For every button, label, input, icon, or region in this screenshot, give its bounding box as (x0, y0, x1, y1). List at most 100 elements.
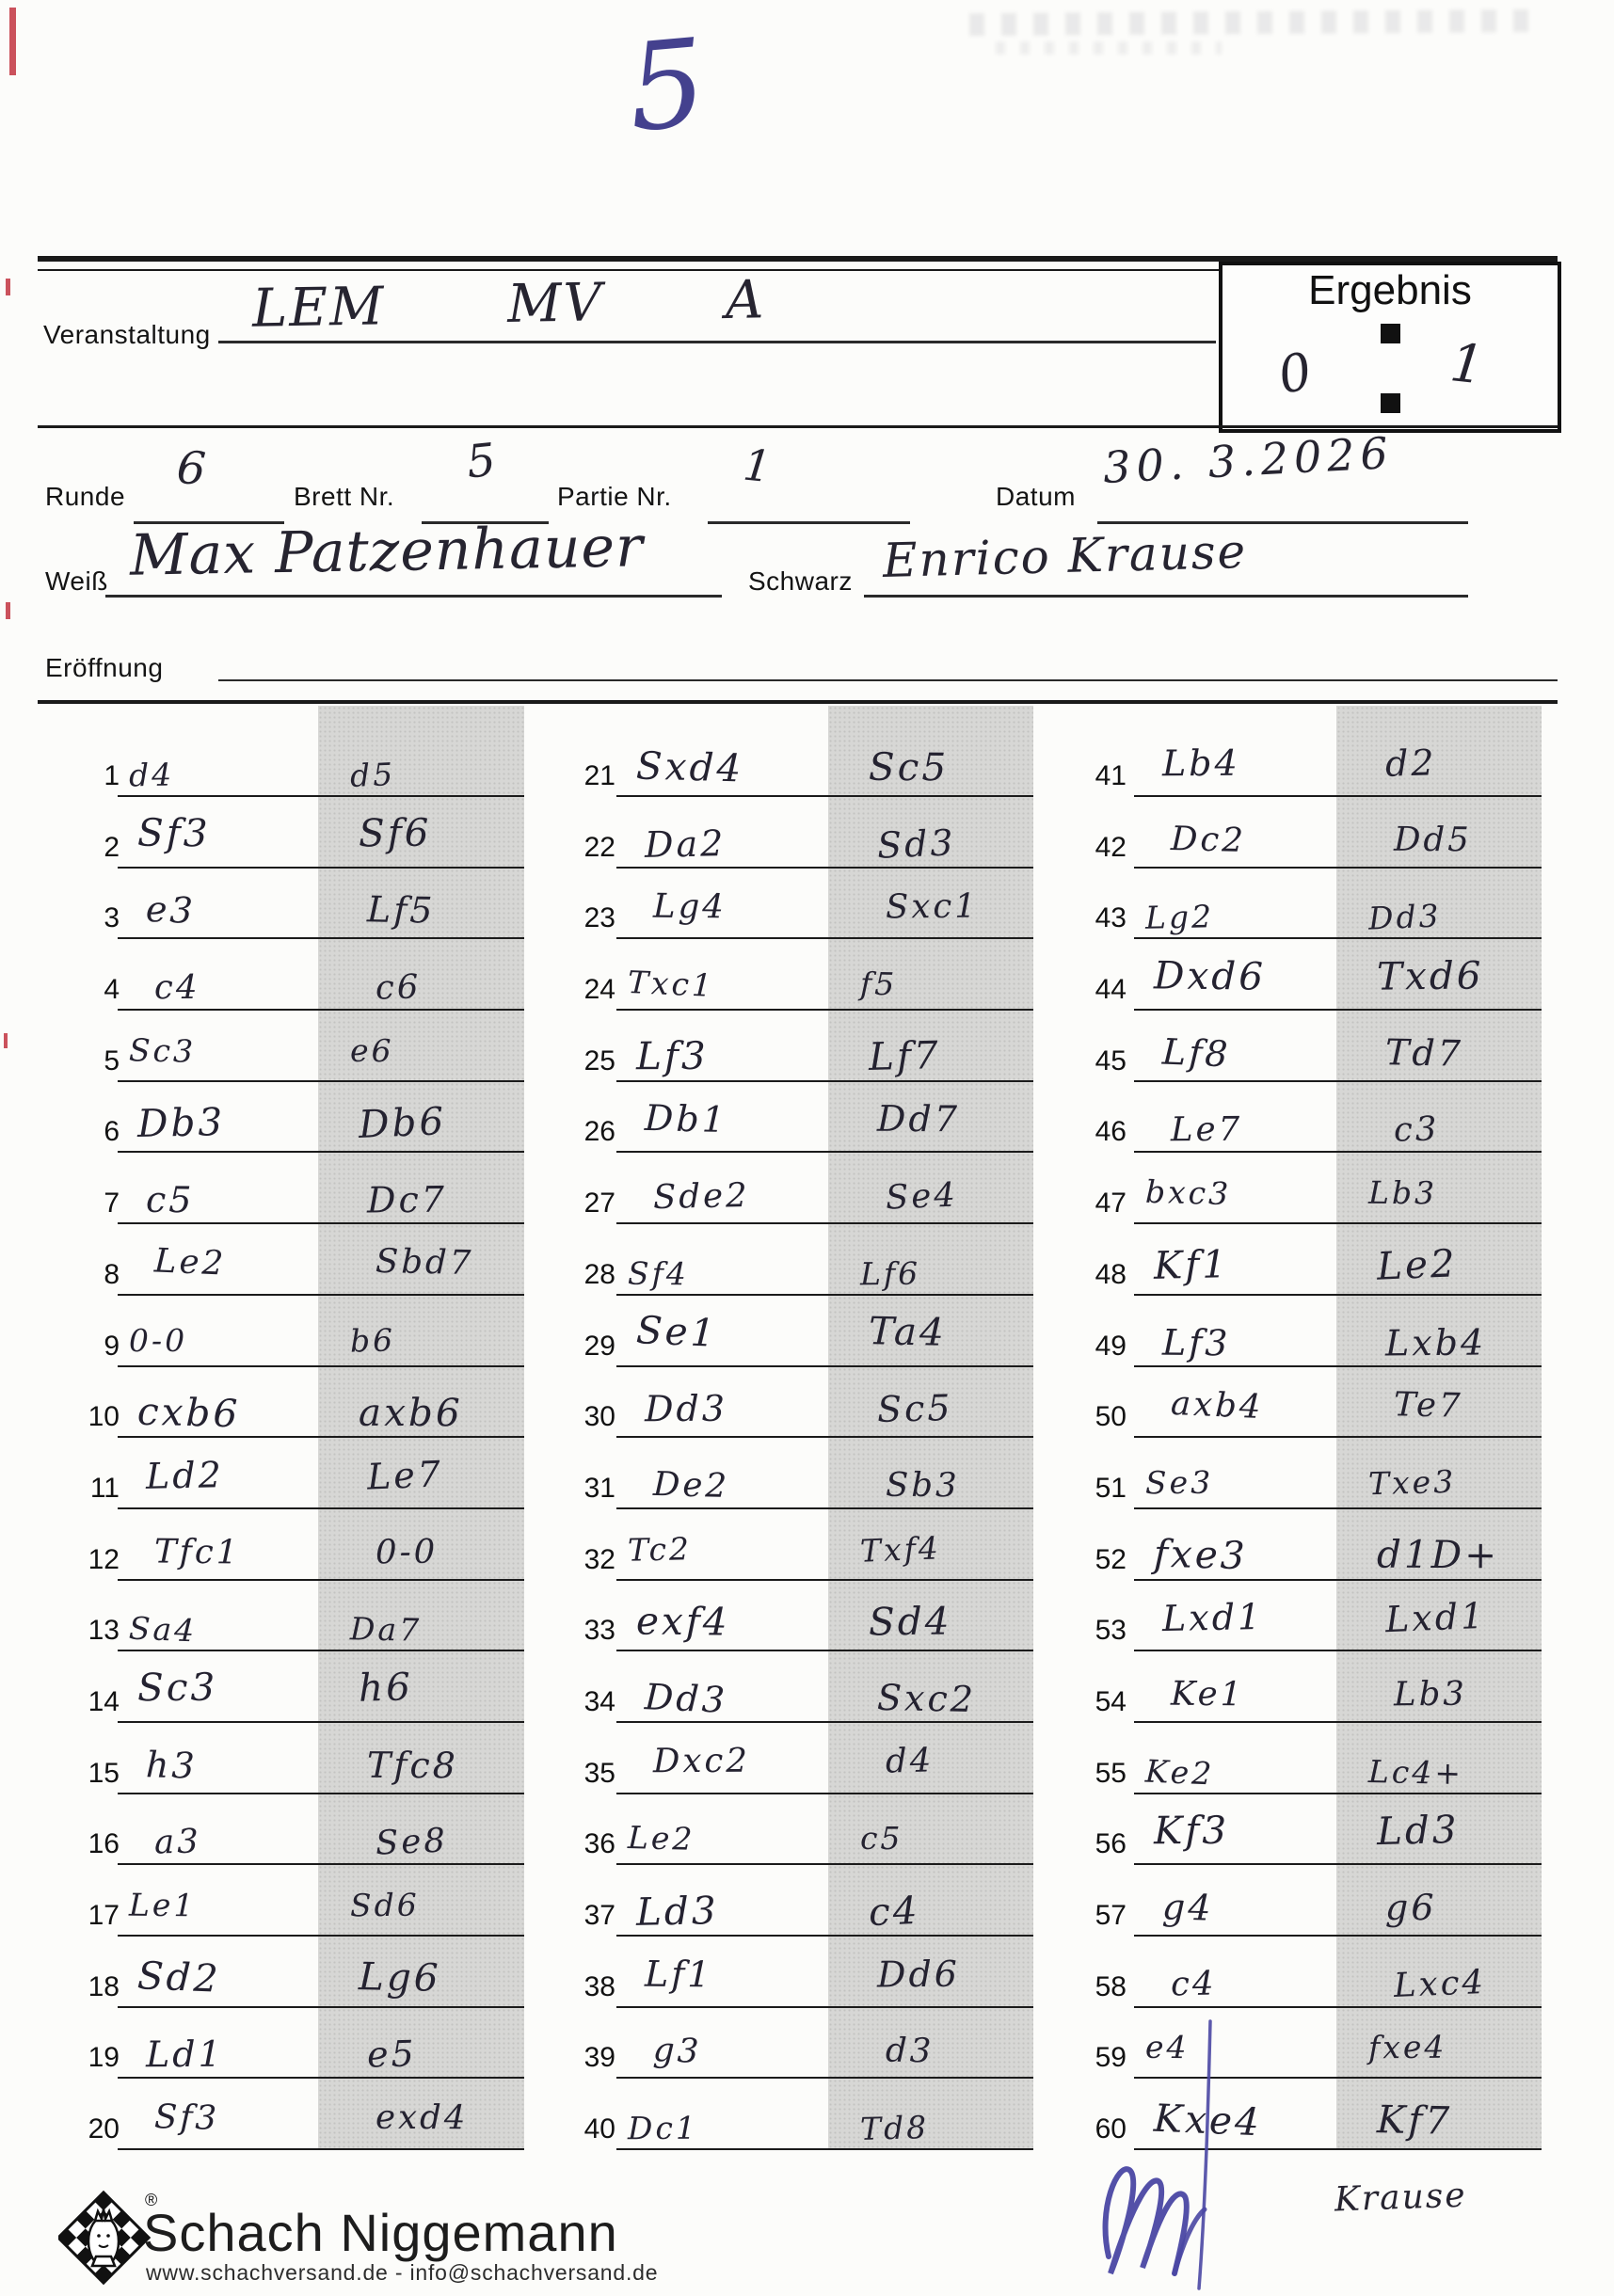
move-cells: Le7 c3 (1134, 1081, 1542, 1154)
move-cells: Dc1 Td8 (616, 2079, 1033, 2151)
white-move-cell: Ld1 (118, 2008, 318, 2078)
black-move: Se4 (885, 1175, 959, 1218)
black-move-cell: d3 (828, 2007, 1033, 2078)
move-number: 48 (1095, 1258, 1127, 1290)
move-cells: Se3 Txe3 (1134, 1438, 1542, 1509)
black-move: Lxc4 (1393, 1963, 1487, 2006)
brand-contact: www.schachversand.de - info@schachversan… (146, 2260, 659, 2285)
runde-value: 6 (175, 440, 210, 497)
white-move: Ld1 (145, 2033, 224, 2076)
white-move-cell: Ld3 (616, 1865, 828, 1935)
black-move-cell: Sb3 (828, 1438, 1033, 1507)
black-move-cell: c5 (828, 1794, 1033, 1864)
move-cells: Db1 Dd7 (616, 1081, 1033, 1154)
black-move: f5 (859, 965, 898, 1003)
white-move-cell: Tfc1 (118, 1509, 318, 1579)
move-number: 21 (583, 760, 615, 791)
registered-mark: ® (145, 2191, 157, 2209)
partie-label: Partie Nr. (557, 482, 672, 511)
move-number: 26 (583, 1116, 615, 1148)
black-move: Lxd1 (1384, 1595, 1488, 1641)
move-number: 24 (583, 974, 615, 1006)
white-move-cell: Lf3 (1134, 1296, 1336, 1365)
black-move: axb6 (358, 1389, 463, 1435)
move-cells: Ld1 e5 (118, 2007, 524, 2080)
black-move: Dc7 (366, 1178, 448, 1221)
move-number: 35 (583, 1757, 615, 1789)
black-move: Lb3 (1393, 1675, 1468, 1714)
move-cells: Lg4 Sxc1 (616, 868, 1033, 940)
move-number: 17 (88, 1900, 120, 1931)
scan-edge-artifact (9, 8, 16, 75)
move-row: 13 Sa4 Da7 (80, 1580, 524, 1652)
result-colon-dot (1381, 393, 1400, 413)
white-move-cell: Sf3 (118, 2079, 318, 2148)
black-move: b6 (349, 1320, 396, 1360)
move-number: 41 (1095, 760, 1127, 791)
black-move-cell: Txf4 (828, 1508, 1033, 1579)
white-move-cell: Dxd6 (1134, 939, 1336, 1009)
black-move-cell: Lxd1 (1336, 1580, 1542, 1650)
weiss-label: Weiß (45, 566, 108, 596)
black-move-cell: exd4 (318, 2079, 524, 2149)
black-move: c4 (868, 1887, 921, 1935)
top-rule-thin (38, 269, 1558, 271)
schwarz-label: Schwarz (748, 566, 853, 596)
move-number: 8 (104, 1258, 120, 1290)
move-row: 33 exf4 Sd4 (576, 1580, 1033, 1652)
black-move: d4 (885, 1741, 935, 1781)
white-move: Se3 (1144, 1463, 1214, 1502)
move-row: 40 Dc1 Td8 (576, 2079, 1033, 2151)
brand-name: Schach Niggemann (143, 2203, 618, 2262)
move-row: 16 a3 Se8 (80, 1794, 524, 1866)
move-row: 53 Lxd1 Lxd1 (1087, 1580, 1542, 1652)
move-row: 31 De2 Sb3 (576, 1438, 1033, 1509)
black-move: Dd7 (876, 1098, 961, 1140)
veranstaltung-line (218, 341, 1216, 343)
move-number: 46 (1095, 1116, 1127, 1148)
move-cells: De2 Sb3 (616, 1438, 1033, 1509)
move-row: 57 g4 g6 (1087, 1865, 1542, 1937)
move-row: 55 Ke2 Lc4+ (1087, 1722, 1542, 1794)
black-move: Sxc2 (876, 1676, 977, 1721)
white-move-cell: Sde2 (616, 1153, 828, 1222)
move-cells: Sd2 Lg6 (118, 1937, 524, 2008)
move-cells: Lxd1 Lxd1 (1134, 1580, 1542, 1652)
white-move: Kf3 (1153, 1807, 1230, 1854)
black-move: Tfc8 (366, 1744, 458, 1786)
white-move: c4 (1170, 1964, 1217, 2004)
white-move: Sf3 (136, 809, 211, 856)
white-move-cell: Dc1 (616, 2079, 828, 2148)
white-move: Sa4 (128, 1609, 199, 1650)
black-move-cell: axb6 (318, 1366, 524, 1437)
black-move: Ta4 (868, 1308, 948, 1355)
black-move: Ld3 (1376, 1806, 1461, 1854)
move-number: 3 (104, 902, 120, 934)
move-row: 26 Db1 Dd7 (576, 1081, 1033, 1154)
black-move: Te7 (1393, 1384, 1463, 1426)
move-cells: e3 Lf5 (118, 868, 524, 940)
black-move-cell: h6 (318, 1651, 524, 1721)
white-move: Lg4 (652, 886, 727, 927)
move-cells: bxc3 Lb3 (1134, 1153, 1542, 1225)
white-move: Dd3 (644, 1387, 728, 1430)
white-move: Lf8 (1161, 1030, 1232, 1076)
black-move-cell: f5 (828, 939, 1033, 1010)
white-move: Lf3 (635, 1033, 709, 1079)
move-cells: Ke2 Lc4+ (1134, 1722, 1542, 1794)
move-row: 27 Sde2 Se4 (576, 1153, 1033, 1225)
white-move-cell: c5 (118, 1153, 318, 1222)
move-row: 52 fxe3 d1D+ (1087, 1508, 1542, 1581)
white-move: h3 (145, 1743, 199, 1787)
white-move-cell: Sa4 (118, 1581, 318, 1650)
white-move-cell: Lg2 (1134, 869, 1336, 938)
move-row: 45 Lf8 Td7 (1087, 1011, 1542, 1082)
black-move: d2 (1384, 741, 1438, 785)
white-move: Db1 (644, 1097, 728, 1141)
black-move-cell: Txe3 (1336, 1438, 1542, 1507)
move-row: 35 Dxc2 d4 (576, 1722, 1033, 1794)
move-row: 59 e4 fxe4 (1087, 2007, 1542, 2080)
white-move-cell: Se1 (616, 1296, 828, 1365)
move-number: 59 (1095, 2042, 1127, 2074)
move-number: 33 (583, 1615, 615, 1647)
